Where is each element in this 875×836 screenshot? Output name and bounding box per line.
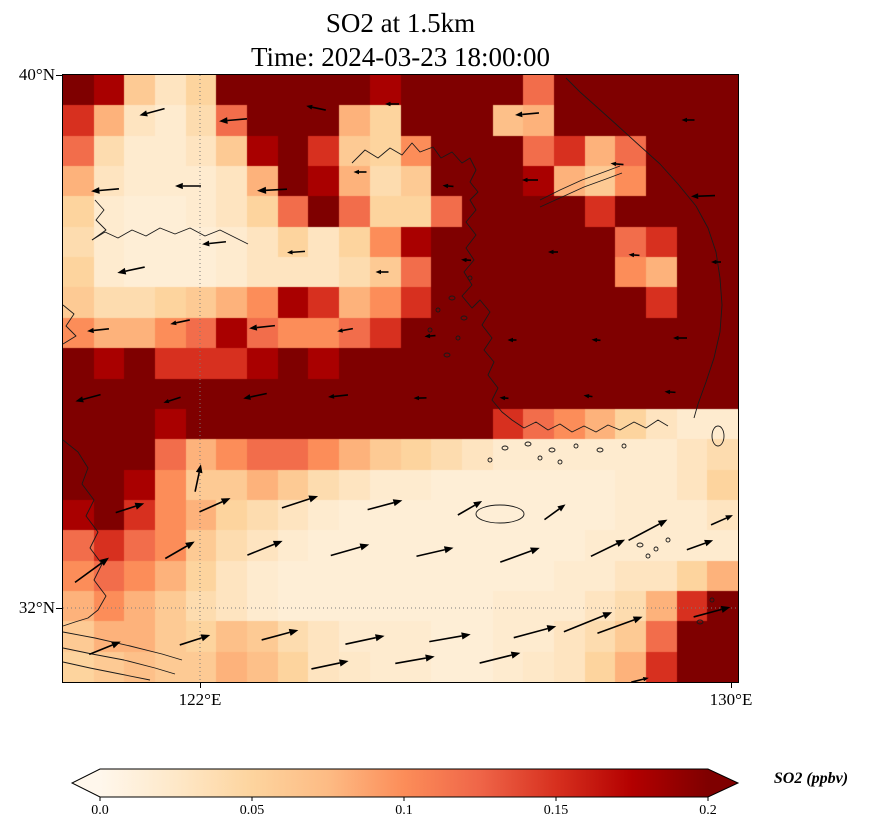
- y-tickmark-32n: [56, 608, 62, 609]
- page-subtitle: Time: 2024-03-23 18:00:00: [250, 42, 551, 72]
- so2-heatmap: [63, 75, 738, 682]
- colorbar-tick-0: 0.0: [91, 803, 109, 818]
- x-tickmark-122e: [200, 682, 201, 688]
- y-tick-32n: 32°N: [18, 598, 55, 617]
- y-tickmark-40n: [56, 75, 62, 76]
- x-tick-130e: 130°E: [709, 690, 753, 709]
- x-tick-122e: 122°E: [178, 690, 222, 709]
- x-tickmark-130e: [731, 682, 732, 688]
- colorbar-tick-02: 0.2: [699, 803, 717, 818]
- colorbar-tick-005: 0.05: [239, 803, 265, 818]
- page-title: SO2 at 1.5km: [325, 8, 476, 38]
- colorbar-tick-015: 0.15: [543, 803, 569, 818]
- colorbar-tick-01: 0.1: [395, 803, 413, 818]
- colorbar-label: SO2 (ppbv): [773, 770, 849, 787]
- y-tick-40n: 40°N: [18, 65, 55, 84]
